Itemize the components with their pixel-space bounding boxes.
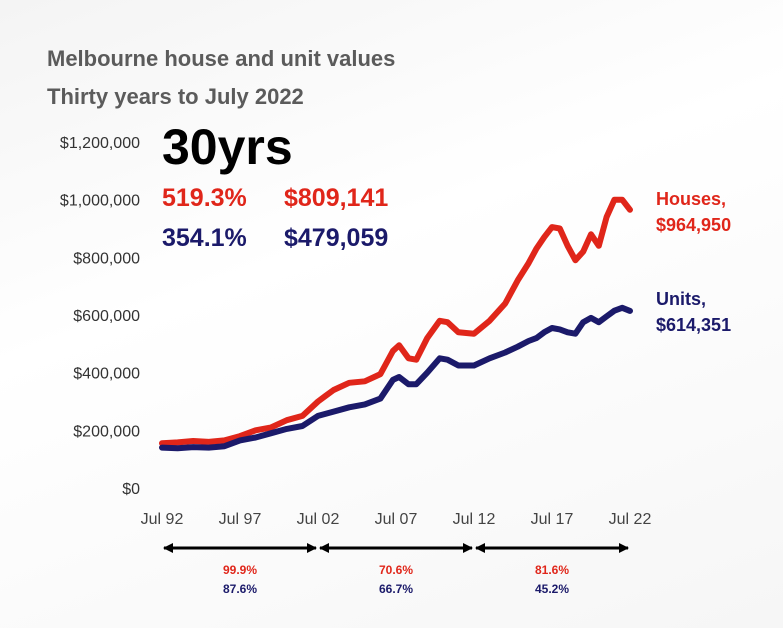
x-tick-label: Jul 92 xyxy=(141,511,184,528)
x-tick-label: Jul 97 xyxy=(219,511,262,528)
houses-series-line xyxy=(159,196,633,447)
houses-growth-stat: 519.3% xyxy=(162,184,247,212)
x-tick-label: Jul 22 xyxy=(609,511,652,528)
units-growth-stat: 354.1% xyxy=(162,224,247,252)
chart-subtitle: Thirty years to July 2022 xyxy=(47,84,304,109)
period-arrows: 99.9% 87.6% 70.6% 66.7% 81.6% 45.2% xyxy=(163,543,629,596)
houses-change-stat: $809,141 xyxy=(284,184,389,212)
y-axis: $0 $200,000 $400,000 $600,000 $800,000 $1,000… xyxy=(60,135,140,498)
houses-end-label: Houses, $964,950 xyxy=(656,186,731,238)
period-units-growth: 45.2% xyxy=(535,582,569,596)
units-series-name: Units, xyxy=(656,289,707,309)
chart-title: Melbourne house and unit values xyxy=(47,46,396,71)
y-tick-label: $400,000 xyxy=(73,366,140,383)
units-series-line xyxy=(159,304,633,452)
units-end-label: Units, $614,351 xyxy=(656,286,731,338)
series-lines xyxy=(159,196,633,452)
period-houses-growth: 81.6% xyxy=(535,563,569,577)
x-axis: Jul 92 Jul 97 Jul 02 Jul 07 Jul 12 Jul 17 Jul … xyxy=(141,511,652,528)
y-tick-label: $800,000 xyxy=(73,250,140,267)
y-tick-label: $0 xyxy=(122,481,140,498)
period-houses-growth: 70.6% xyxy=(379,563,413,577)
houses-series-name: Houses, xyxy=(656,189,727,209)
y-tick-label: $1,000,000 xyxy=(60,193,140,210)
period-units-growth: 66.7% xyxy=(379,582,413,596)
y-tick-label: $200,000 xyxy=(73,423,140,440)
x-tick-label: Jul 17 xyxy=(531,511,574,528)
houses-end-value: $964,950 xyxy=(656,215,732,235)
y-tick-label: $600,000 xyxy=(73,308,140,325)
y-tick-label: $1,200,000 xyxy=(60,135,140,152)
period-units-growth: 87.6% xyxy=(223,582,257,596)
x-tick-label: Jul 07 xyxy=(375,511,418,528)
units-change-stat: $479,059 xyxy=(284,224,389,252)
headline-period: 30yrs xyxy=(162,119,293,175)
units-end-value: $614,351 xyxy=(656,315,732,335)
x-tick-label: Jul 12 xyxy=(453,511,496,528)
x-tick-label: Jul 02 xyxy=(297,511,340,528)
period-houses-growth: 99.9% xyxy=(223,563,257,577)
